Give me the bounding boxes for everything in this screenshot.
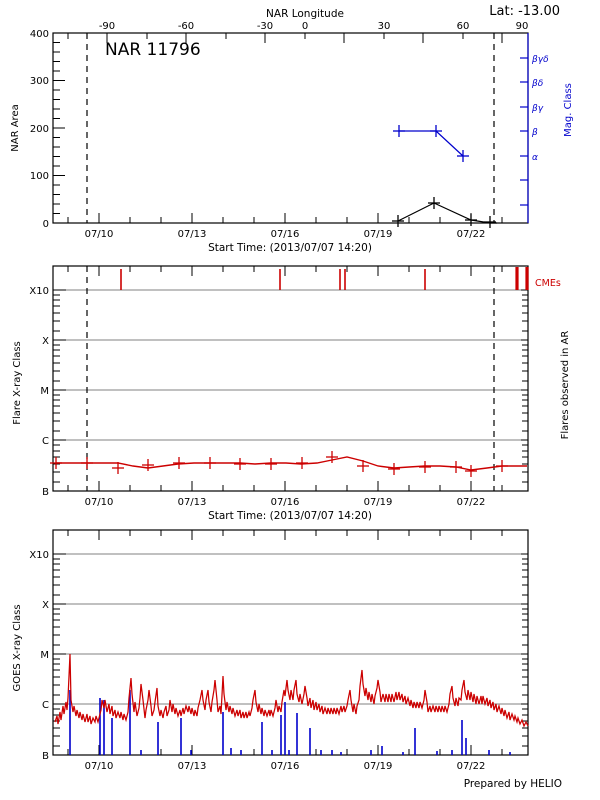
panel3-ytick-x10: X10 (29, 550, 49, 561)
panel2-xtick-0713: 07/13 (178, 497, 207, 508)
top-axis-title: NAR Longitude (266, 8, 344, 20)
panel1-xtick-0722: 07/22 (457, 229, 486, 240)
panel1-ytick-400: 400 (30, 29, 49, 40)
panel1-left-ticks (53, 32, 65, 224)
page-title: NAR 11796 (105, 40, 201, 60)
panel2-right-ticks (521, 289, 528, 483)
longitude-tick-m60: -60 (178, 21, 194, 32)
panel3-ylabel-left: GOES X-ray Class (12, 604, 23, 691)
longitude-tick-m30: -30 (257, 21, 273, 32)
panel1-xtick-0713: 07/13 (178, 229, 207, 240)
panel3-xtick-0716: 07/16 (271, 761, 300, 772)
panel2-xtick-0719: 07/19 (364, 497, 393, 508)
magclass-series (393, 125, 469, 162)
magclass-tick-betagammadelta: βγδ (531, 55, 549, 65)
panel1-ytick-0: 0 (43, 219, 49, 230)
panel1-ylabel-right: Mag. Class (563, 83, 574, 137)
panel-nar-area: -90 -60 -30 0 30 60 90 0 100 200 300 400… (10, 21, 574, 254)
longitude-tick-90: 90 (516, 21, 529, 32)
panel2-ytick-c: C (42, 436, 49, 447)
panel2-bottom-ticks (67, 481, 503, 491)
panel1-ytick-100: 100 (30, 171, 49, 182)
panel2-ytick-x10: X10 (29, 286, 49, 297)
panel2-ytick-b: B (42, 487, 49, 498)
cme-markers (120, 267, 529, 290)
panel3-left-ticks (53, 553, 66, 756)
panel2-xtick-0716: 07/16 (271, 497, 300, 508)
panel-flare-xray-class: X10 X M C B Flare X-ray Class CMEs Flare… (12, 265, 571, 522)
cme-label: CMEs (535, 278, 561, 289)
panel1-ytick-200: 200 (30, 124, 49, 135)
panel-goes-xray-class: X10 X M C B GOES X-ray Class (12, 529, 562, 790)
panel1-xtick-0716: 07/16 (271, 229, 300, 240)
panel1-ylabel-left: NAR Area (10, 104, 21, 151)
panel3-top-ticks (67, 530, 503, 540)
panel3-xtick-0719: 07/19 (364, 761, 393, 772)
magclass-tick-beta: β (531, 128, 538, 138)
longitude-tick-0: 0 (302, 21, 308, 32)
panel3-ytick-b: B (42, 751, 49, 762)
panel3-xtick-0710: 07/10 (85, 761, 114, 772)
panel2-xlabel: Start Time: (2013/07/07 14:20) (208, 510, 372, 522)
credit-label: Prepared by HELIO (464, 778, 562, 790)
panel2-ytick-m: M (40, 386, 49, 397)
panel3-ytick-c: C (42, 700, 49, 711)
panel3-frame (52, 529, 529, 756)
panel2-frame (52, 265, 529, 492)
goes-xray-curve (54, 653, 529, 728)
flare-markers (50, 451, 508, 477)
panel1-bottom-ticks (67, 213, 503, 223)
panel2-ylabel-right: Flares observed in AR (560, 331, 571, 440)
panel2-ylabel-left: Flare X-ray Class (12, 341, 23, 425)
panel1-ytick-300: 300 (30, 76, 49, 87)
panel2-xtick-0722: 07/22 (457, 497, 486, 508)
longitude-tick-30: 30 (378, 21, 391, 32)
panel2-gridlines (53, 289, 528, 441)
panel2-left-ticks (53, 289, 66, 492)
panel1-xtick-0719: 07/19 (364, 229, 393, 240)
panel1-xtick-0710: 07/10 (85, 229, 114, 240)
nar-area-series (392, 197, 497, 228)
panel1-xlabel: Start Time: (2013/07/07 14:20) (208, 242, 372, 254)
panel3-xtick-0713: 07/13 (178, 761, 207, 772)
panel1-top-ticks (67, 33, 503, 43)
panel3-ytick-x: X (42, 600, 49, 611)
flares-in-ar-series (50, 451, 527, 477)
panel2-top-ticks (67, 266, 503, 276)
magclass-markers (393, 125, 469, 162)
goes-flare-impulses (69, 690, 511, 755)
panel3-right-ticks (521, 553, 528, 747)
latitude-label: Lat: -13.00 (489, 4, 560, 19)
magclass-tick-alpha: α (532, 153, 538, 163)
panel1-right-ticks (520, 57, 528, 206)
magclass-tick-betagamma: βγ (531, 104, 544, 114)
panel2-xtick-0710: 07/10 (85, 497, 114, 508)
panel3-ytick-m: M (40, 650, 49, 661)
longitude-tick-60: 60 (457, 21, 470, 32)
panel2-ytick-x: X (42, 336, 49, 347)
panel3-xtick-0722: 07/22 (457, 761, 486, 772)
longitude-tick-m90: -90 (99, 21, 115, 32)
magclass-tick-betadelta: βδ (531, 79, 544, 89)
panel3-gridlines (53, 553, 528, 705)
nar-area-markers (392, 197, 496, 228)
